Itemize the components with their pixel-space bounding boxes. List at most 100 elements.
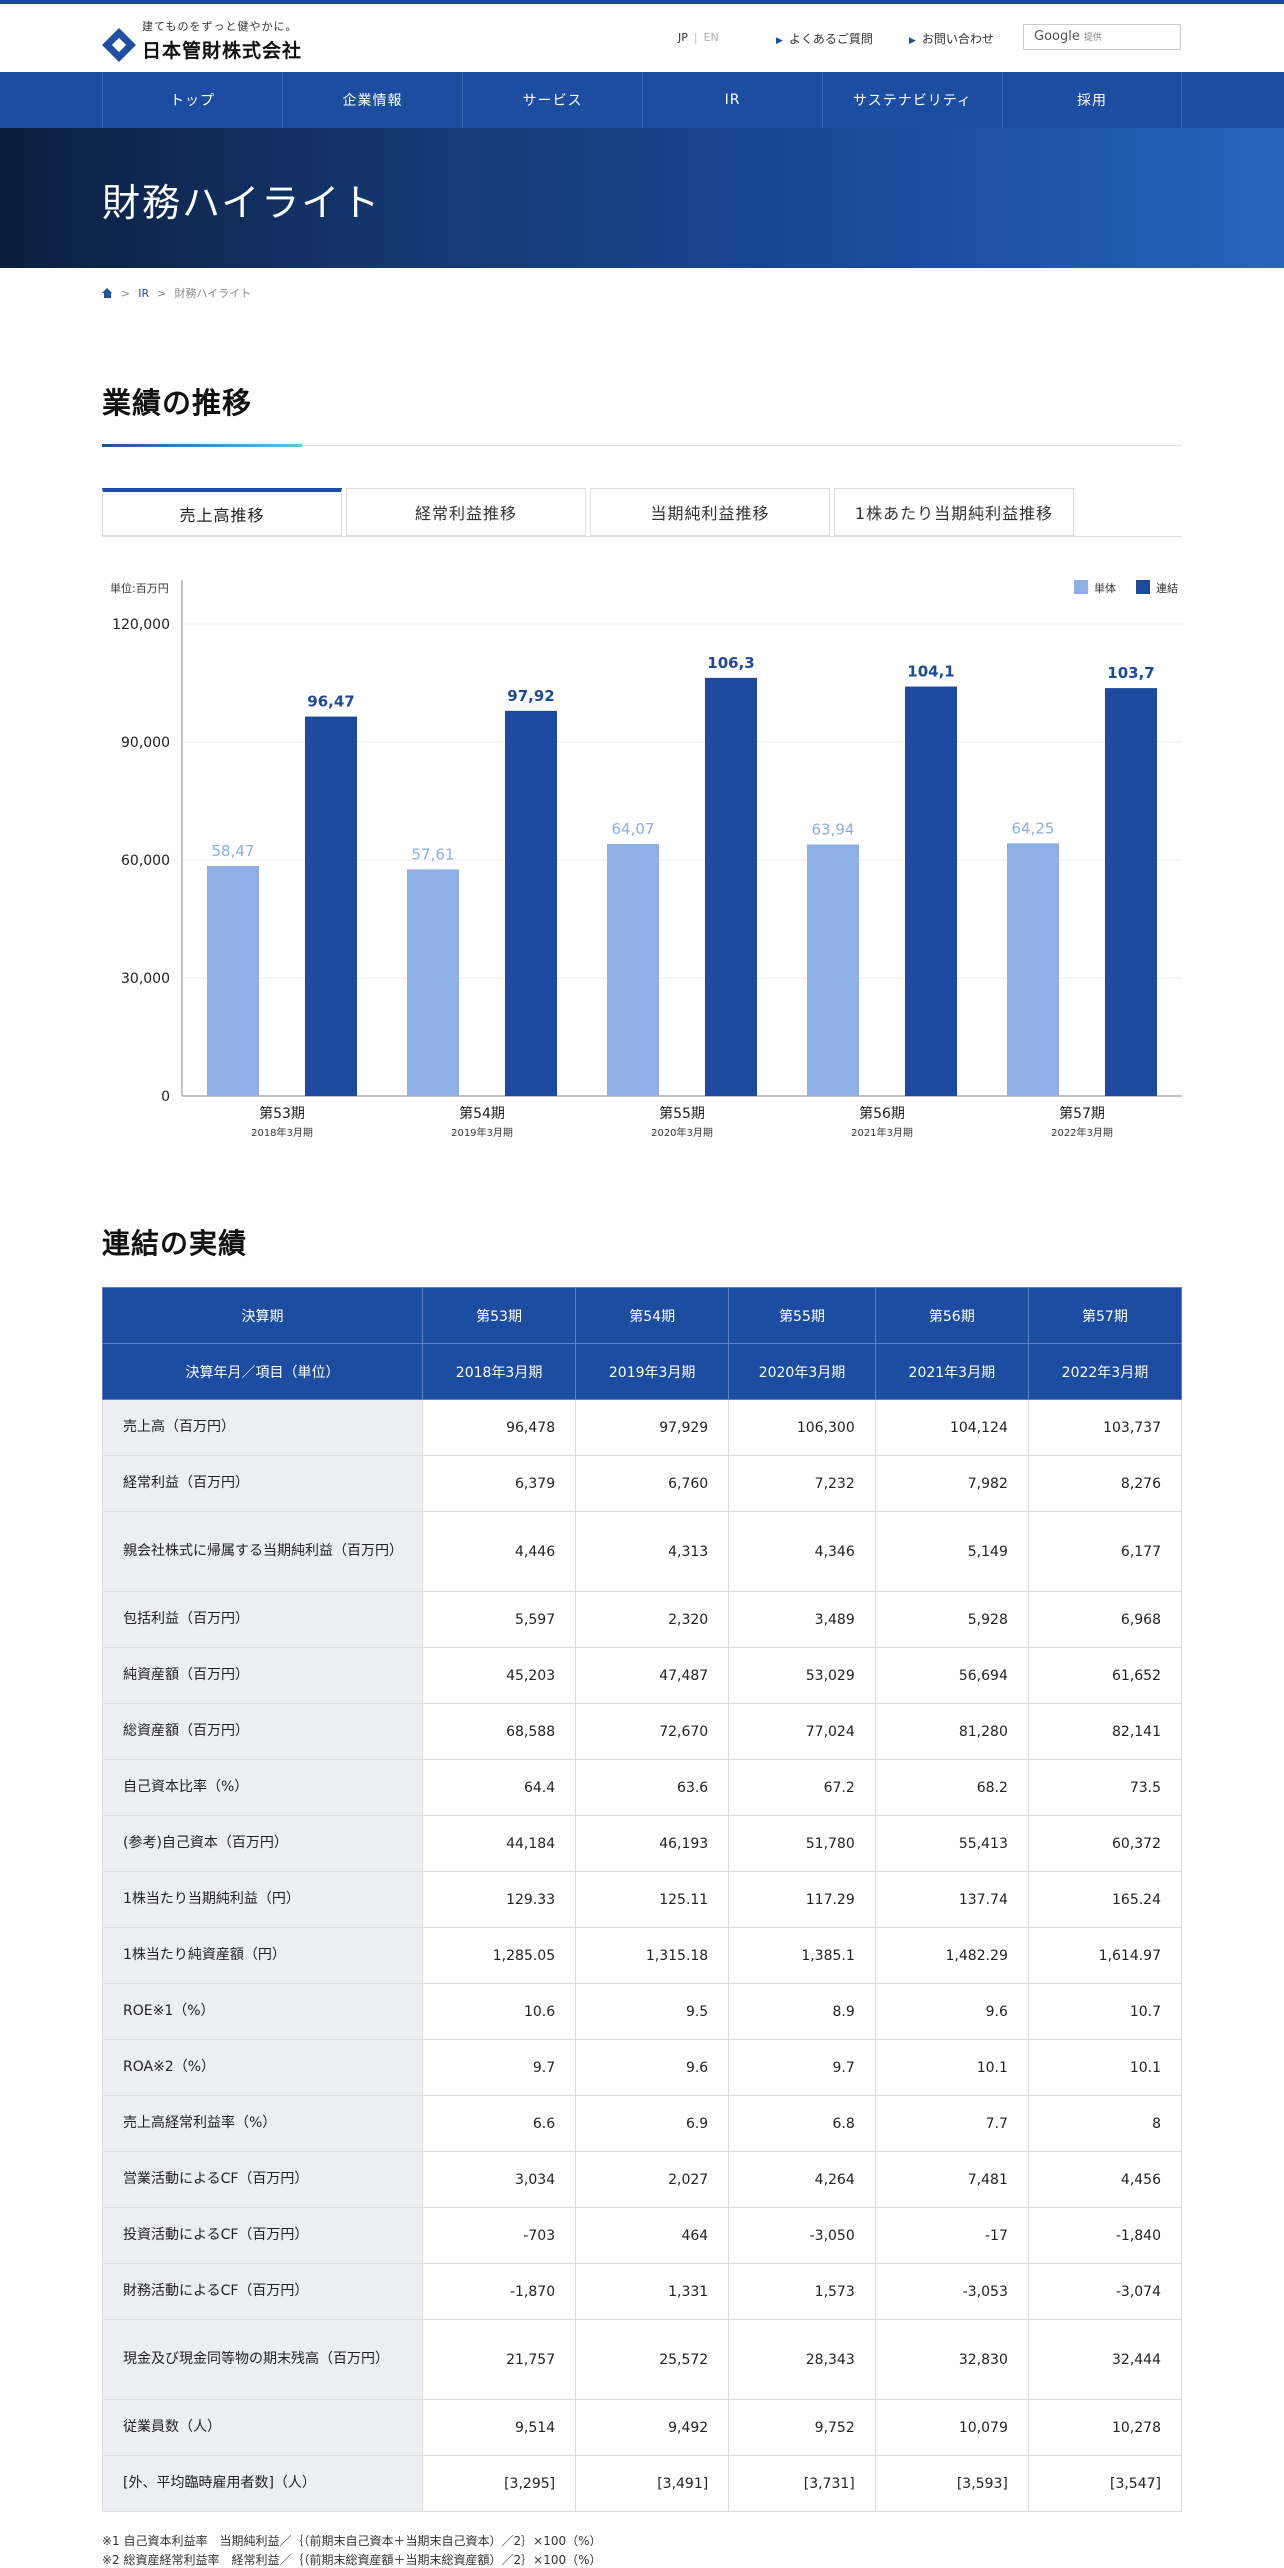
table-cell: -17 [874, 2207, 1029, 2264]
table-cell: -1,840 [1027, 2207, 1183, 2264]
table-cell: 6.9 [575, 2095, 730, 2152]
table-notes: ※1 自己資本利益率 当期純利益／｛（前期末自己資本＋当期末自己資本）／2｝×1… [102, 2532, 602, 2568]
table-row: 財務活動によるCF（百万円） -1,870 1,331 1,573 -3,053 -3,0… [102, 2263, 1183, 2320]
table-cell: 9.6 [575, 2039, 730, 2096]
table-cell: 4,264 [728, 2151, 876, 2208]
table-cell: 9,514 [421, 2399, 577, 2456]
triangle-right-icon: ▶ [776, 36, 783, 46]
table-cell: 10.1 [874, 2039, 1029, 2096]
nav-item-ir[interactable]: IR [642, 72, 822, 128]
row-label: 1株当たり純資産額（円） [102, 1927, 423, 1984]
table-row: 1株当たり当期純利益（円） 129.33 125.11 117.29 137.74 165… [102, 1871, 1183, 1928]
tab-ordinary-profit[interactable]: 経常利益推移 [346, 488, 586, 536]
table-header-cell: 決算年月／項目（単位） [102, 1343, 423, 1400]
table-cell: 1,482.29 [874, 1927, 1029, 1984]
language-switcher: JP | EN [678, 31, 719, 44]
table-header-fiscal-year: 決算年月／項目（単位） 2018年3月期 2019年3月期 2020年3月期 2021年… [102, 1343, 1183, 1400]
table-cell: 4,446 [421, 1511, 577, 1592]
table-cell: 6,968 [1027, 1591, 1183, 1648]
nav-item-top[interactable]: トップ [102, 72, 282, 128]
table-cell: 63.6 [575, 1759, 730, 1816]
table-cell: 103,737 [1027, 1399, 1183, 1456]
row-label: 営業活動によるCF（百万円） [102, 2151, 423, 2208]
table-cell: 4,456 [1027, 2151, 1183, 2208]
bar-consolidated [305, 716, 357, 1096]
breadcrumb-ir[interactable]: IR [138, 286, 150, 300]
table-header-cell: 2020年3月期 [728, 1343, 876, 1400]
table-header-cell: 第53期 [421, 1287, 577, 1344]
table-row: 親会社株式に帰属する当期純利益（百万円） 4,446 4,313 4,346 5,149… [102, 1511, 1183, 1592]
global-nav: トップ 企業情報 サービス IR サステナビリティ 採用 [0, 72, 1284, 128]
faq-link[interactable]: ▶ よくあるご質問 [776, 30, 873, 47]
row-label: 投資活動によるCF（百万円） [102, 2207, 423, 2264]
table-cell: -1,870 [421, 2263, 577, 2320]
table-row: ROA※2（%） 9.7 9.6 9.7 10.1 10.1 [102, 2039, 1183, 2096]
table-header-cell: 第56期 [874, 1287, 1029, 1344]
table-cell: 10.6 [421, 1983, 577, 2040]
table-cell: 7,481 [874, 2151, 1029, 2208]
legend-swatch-standalone [1074, 580, 1088, 594]
nav-item-services[interactable]: サービス [462, 72, 642, 128]
table-row: 現金及び現金同等物の期末残高（百万円） 21,757 25,572 28,343 32,… [102, 2319, 1183, 2400]
company-name: 日本管財株式会社 [142, 40, 303, 62]
table-cell: 72,670 [575, 1703, 730, 1760]
table-cell: 3,489 [728, 1591, 876, 1648]
x-tick-label: 第56期 [859, 1105, 905, 1122]
footnote: ※2 総資産経常利益率 経常利益／｛（前期末総資産額＋当期末総資産額）／2｝×1… [102, 2553, 602, 2568]
legend-label: 単体 [1094, 581, 1116, 595]
row-label: 売上高経常利益率（%） [102, 2095, 423, 2152]
table-cell: 6.8 [728, 2095, 876, 2152]
row-label: ROA※2（%） [102, 2039, 423, 2096]
bar-data-label: 58,47 [212, 842, 255, 860]
section-divider [102, 445, 1182, 446]
lang-en-link[interactable]: EN [703, 31, 719, 44]
legend-label: 連結 [1156, 581, 1178, 595]
table-cell: 5,597 [421, 1591, 577, 1648]
triangle-right-icon: ▶ [908, 36, 916, 46]
bar-standalone [607, 843, 659, 1096]
tab-sales[interactable]: 売上高推移 [102, 488, 342, 536]
table-header-cell: 2019年3月期 [575, 1343, 730, 1400]
y-tick-label: 0 [161, 1089, 170, 1105]
bar-standalone [207, 866, 259, 1096]
nav-item-company[interactable]: 企業情報 [282, 72, 462, 128]
table-cell: 8 [1027, 2095, 1183, 2152]
row-label: 親会社株式に帰属する当期純利益（百万円） [102, 1511, 423, 1592]
table-cell: 77,024 [728, 1703, 876, 1760]
table-row: 従業員数（人） 9,514 9,492 9,752 10,079 10,278 [102, 2399, 1183, 2456]
table-cell: 56,694 [874, 1647, 1029, 1704]
bar-data-label: 97,92 [507, 687, 554, 705]
page-title: 財務ハイライト [102, 181, 382, 225]
search-input[interactable]: Google 提供 [1023, 24, 1181, 50]
bar-data-label: 57,61 [412, 845, 455, 863]
tab-net-income[interactable]: 当期純利益推移 [590, 488, 830, 536]
table-cell: 81,280 [874, 1703, 1029, 1760]
breadcrumb: > IR > 財務ハイライト [102, 285, 251, 301]
home-icon[interactable] [102, 288, 113, 298]
faq-label: よくあるご質問 [788, 32, 873, 46]
table-cell: 7.7 [874, 2095, 1029, 2152]
lang-jp-link[interactable]: JP [678, 31, 688, 44]
nav-item-sustainability[interactable]: サステナビリティ [822, 72, 1002, 128]
contact-link[interactable]: ▶ お問い合わせ [909, 30, 994, 47]
nav-item-recruit[interactable]: 採用 [1002, 72, 1182, 128]
bar-consolidated [705, 677, 757, 1096]
table-cell: 55,413 [874, 1815, 1029, 1872]
tab-eps[interactable]: 1株あたり当期純利益推移 [834, 488, 1074, 536]
bar-data-label: 106,3 [707, 654, 754, 672]
row-label: 経常利益（百万円） [102, 1455, 423, 1512]
table-row: 経常利益（百万円） 6,379 6,760 7,232 7,982 8,276 [102, 1455, 1183, 1512]
table-cell: [3,491] [575, 2455, 730, 2512]
table-cell: 44,184 [421, 1815, 577, 1872]
x-tick-label: 第55期 [659, 1105, 705, 1122]
table-cell: 3,034 [421, 2151, 577, 2208]
row-label: 財務活動によるCF（百万円） [102, 2263, 423, 2320]
table-cell: -3,050 [728, 2207, 876, 2264]
table-cell: 125.11 [575, 1871, 730, 1928]
row-label: 包括利益（百万円） [102, 1591, 423, 1648]
company-logo[interactable]: 建てものをずっと健やかに。 日本管財株式会社 [102, 18, 302, 63]
table-cell: 60,372 [1027, 1815, 1183, 1872]
table-header-cell: 第54期 [575, 1287, 730, 1344]
footnote: ※1 自己資本利益率 当期純利益／｛（前期末自己資本＋当期末自己資本）／2｝×1… [102, 2534, 602, 2548]
table-cell: 68.2 [874, 1759, 1029, 1816]
